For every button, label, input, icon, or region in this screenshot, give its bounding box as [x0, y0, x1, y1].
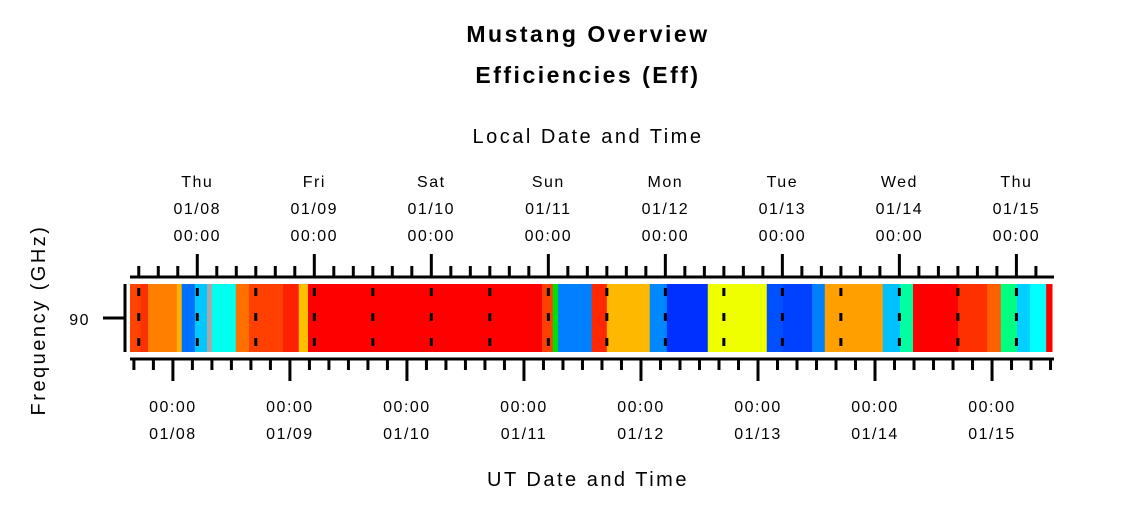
top-tick-date: 01/12 — [642, 201, 690, 218]
heatmap-cell-25 — [882, 284, 901, 352]
heatmap-cell-2 — [148, 284, 178, 352]
top-tick-time: 00:00 — [291, 228, 339, 245]
top-tick-date: 01/11 — [525, 201, 571, 218]
bottom-tick-time: 00:00 — [149, 399, 197, 416]
heatmap-cell-18 — [649, 284, 668, 352]
top-tick-time: 00:00 — [525, 228, 573, 245]
top-tick-day: Tue — [767, 174, 798, 191]
heatmap-cell-1 — [140, 284, 149, 352]
heatmap-cell-17 — [606, 284, 651, 352]
top-tick-date: 01/13 — [759, 201, 807, 218]
heatmap-cell-6 — [207, 284, 213, 352]
heatmap-cell-26 — [899, 284, 914, 352]
top-tick-time: 00:00 — [993, 228, 1041, 245]
heatmap-cell-30 — [1000, 284, 1018, 352]
heatmap-cell-9 — [248, 284, 284, 352]
heatmap-cell-31 — [1016, 284, 1031, 352]
heatmap-cell-23 — [812, 284, 826, 352]
heatmap-cell-33 — [1046, 284, 1053, 352]
top-tick-time: 00:00 — [408, 228, 456, 245]
top-tick-day: Thu — [1000, 174, 1032, 191]
heatmap-cell-29 — [987, 284, 1002, 352]
heatmap-cell-15 — [558, 284, 593, 352]
top-axis-label: Local Date and Time — [473, 126, 704, 148]
top-tick-day: Mon — [648, 174, 684, 191]
top-tick-date: 01/14 — [876, 201, 924, 218]
top-tick-date: 01/15 — [993, 201, 1041, 218]
bottom-tick-time: 00:00 — [500, 399, 548, 416]
top-tick-time: 00:00 — [759, 228, 807, 245]
heatmap-cell-4 — [181, 284, 196, 352]
top-tick-date: 01/08 — [174, 201, 222, 218]
top-tick-day: Sat — [417, 174, 446, 191]
bottom-tick-time: 00:00 — [734, 399, 782, 416]
bottom-tick-time: 00:00 — [617, 399, 665, 416]
heatmap-cell-10 — [283, 284, 300, 352]
bottom-tick-date: 01/15 — [968, 426, 1016, 443]
heatmap-cell-22 — [782, 284, 813, 352]
bottom-tick-time: 00:00 — [851, 399, 899, 416]
bottom-tick-date: 01/12 — [617, 426, 665, 443]
heatmap-cell-28 — [957, 284, 988, 352]
bottom-tick-date: 01/08 — [149, 426, 197, 443]
top-tick-day: Thu — [181, 174, 213, 191]
top-tick-date: 01/10 — [408, 201, 456, 218]
bottom-tick-time: 00:00 — [968, 399, 1016, 416]
heatmap-cell-32 — [1030, 284, 1047, 352]
bottom-tick-date: 01/10 — [383, 426, 431, 443]
top-tick-day: Fri — [303, 174, 326, 191]
y-tick-label: 90 — [69, 312, 90, 329]
top-tick-date: 01/09 — [291, 201, 339, 218]
heatmap-cell-12 — [307, 284, 543, 352]
bottom-tick-date: 01/14 — [851, 426, 899, 443]
heatmap-cell-19 — [666, 284, 709, 352]
bottom-tick-date: 01/09 — [266, 426, 314, 443]
top-tick-day: Sun — [532, 174, 565, 191]
heatmap-cell-14 — [552, 284, 559, 352]
bottom-tick-date: 01/11 — [501, 426, 547, 443]
heatmap-cell-24 — [824, 284, 884, 352]
heatmap-cell-0 — [130, 284, 142, 352]
heatmap-cell-11 — [298, 284, 309, 352]
bottom-tick-date: 01/13 — [734, 426, 782, 443]
heatmap-cell-21 — [766, 284, 784, 352]
heatmap-cell-8 — [235, 284, 250, 352]
heatmap-cell-20 — [707, 284, 768, 352]
x-axis-label: UT Date and Time — [487, 469, 689, 491]
y-axis-label: Frequency (GHz) — [28, 225, 50, 416]
tick-labels: Thu 01/08 00:00 Fri 01/09 00:00 Sat 01/10 00:00 S… — [149, 174, 1041, 443]
heatmap-band — [130, 284, 1053, 352]
chart-subtitle: Efficiencies (Eff) — [475, 62, 700, 88]
heatmap-cell-5 — [194, 284, 208, 352]
top-tick-time: 00:00 — [174, 228, 222, 245]
chart-title: Mustang Overview — [466, 21, 709, 47]
top-tick-time: 00:00 — [642, 228, 690, 245]
bottom-tick-time: 00:00 — [383, 399, 431, 416]
top-tick-time: 00:00 — [876, 228, 924, 245]
heatmap-cell-27 — [913, 284, 959, 352]
axes — [103, 254, 1054, 381]
heatmap-cell-3 — [176, 284, 183, 352]
heatmap-cell-16 — [591, 284, 608, 352]
heatmap-cell-7 — [211, 284, 237, 352]
bottom-tick-time: 00:00 — [266, 399, 314, 416]
top-tick-day: Wed — [881, 174, 918, 191]
